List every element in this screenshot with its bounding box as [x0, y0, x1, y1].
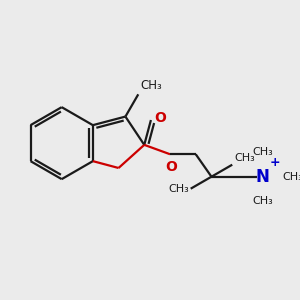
Text: CH₃: CH₃: [234, 153, 255, 163]
Text: CH₃: CH₃: [168, 184, 189, 194]
Text: +: +: [270, 156, 280, 169]
Text: O: O: [165, 160, 177, 174]
Text: CH₃: CH₃: [283, 172, 300, 182]
Text: CH₃: CH₃: [253, 147, 273, 157]
Text: N: N: [256, 168, 270, 186]
Text: O: O: [154, 111, 166, 125]
Text: CH₃: CH₃: [140, 79, 162, 92]
Text: CH₃: CH₃: [253, 196, 273, 206]
